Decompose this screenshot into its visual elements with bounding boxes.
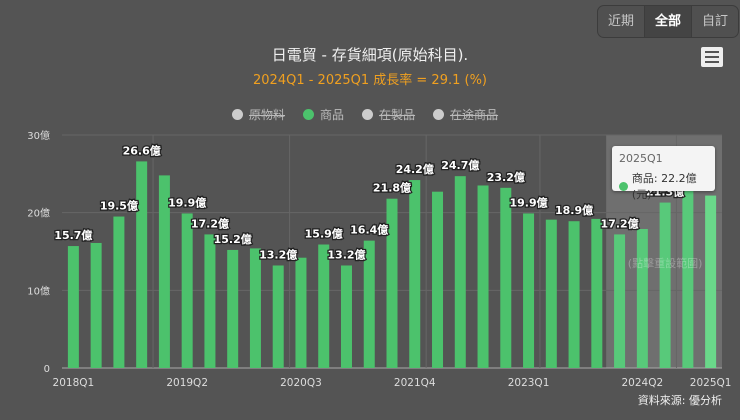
bar-2024Q4 [682,189,694,368]
data-label: 17.2億 [191,216,229,230]
data-label: 18.9億 [555,203,593,217]
legend-label: 在製品 [379,108,416,122]
bar-2020Q4 [318,244,330,368]
legend-item[interactable]: 在製品 [362,106,415,123]
data-label: 13.2億 [327,247,365,261]
bar-2019Q3 [204,234,216,368]
legend-item[interactable]: 原物料 [232,106,285,123]
series-dot-icon [619,181,628,191]
bar-2018Q3 [113,216,125,368]
data-label: 19.9億 [509,195,547,209]
x-tick-label: 2021Q4 [394,377,436,389]
legend-label: 商品 [320,108,345,122]
legend-dot-icon [362,109,374,120]
y-tick-label: 0 [44,364,50,375]
chart-title: 日電貿 - 存貨細項(原始科目). [271,46,469,64]
x-tick-label: 2019Q2 [166,377,208,389]
legend: 原物料 商品 在製品 在途商品 [232,106,498,123]
legend-dot-icon [303,109,315,120]
bar-2019Q2 [181,213,193,368]
range-selector: 近期 全部 自訂 [597,5,740,38]
legend-label: 原物料 [249,108,286,122]
data-label: 16.4億 [350,223,388,237]
x-tick-label: 2018Q1 [53,377,95,389]
bar-2022Q3 [477,185,489,368]
data-label: 15.2億 [214,232,252,246]
data-label: 26.6億 [123,143,161,157]
data-label: 19.5億 [100,199,138,213]
bar-2018Q4 [136,161,148,368]
bar-2023Q3 [568,221,580,368]
bar-2021Q2 [363,240,375,368]
bar-2018Q2 [90,242,102,368]
legend-item[interactable]: 在途商品 [433,106,498,123]
data-label: 19.9億 [168,195,206,209]
data-label: 17.2億 [601,216,639,230]
x-tick-label: 2025Q1 [690,377,732,389]
data-label: 15.9億 [305,227,343,241]
legend-dot-icon [232,109,243,120]
bar-2024Q1 [614,234,626,368]
y-tick-label: 20億 [27,207,50,220]
bar-2020Q2 [272,265,284,368]
chart-subtitle: 2024Q1 - 2025Q1 成長率 = 29.1 (%) [253,73,487,88]
bar-2020Q3 [295,257,307,368]
y-tick-label: 30億 [27,129,50,142]
x-tick-label: 2024Q2 [622,377,664,389]
range-custom-button[interactable]: 自訂 [702,14,729,29]
legend-item[interactable]: 商品 [303,106,344,123]
data-label: 23.2億 [487,170,525,184]
bar-2020Q1 [249,248,261,368]
x-tick-label: 2023Q1 [508,377,550,389]
bar-2022Q2 [454,176,466,368]
legend-label: 在途商品 [450,108,499,122]
bar-2024Q2 [636,228,648,368]
bar-2022Q1 [432,191,444,368]
tooltip-category: 2025Q1 [619,152,663,165]
range-recent-button[interactable]: 近期 [598,6,646,37]
reset-range-hint: (點擊重設範圍) [628,256,703,270]
data-label: 15.7億 [54,228,92,242]
bar-2023Q2 [545,219,557,368]
bar-2018Q1 [67,246,79,368]
bar-2019Q4 [227,249,239,368]
bar-2024Q3 [659,202,671,368]
data-label: 24.2億 [396,162,434,176]
y-tick-label: 10億 [27,284,50,297]
bar-2019Q1 [158,175,170,368]
bar-2023Q1 [523,213,535,368]
data-label: 24.7億 [441,158,479,172]
bar-2021Q3 [386,198,398,368]
data-label: 21.8億 [373,181,411,195]
tooltip-value: 商品: 22.2億(元) [631,172,697,201]
legend-dot-icon [433,109,445,120]
range-all-button[interactable]: 全部 [645,6,693,37]
tooltip: 2025Q1 商品: 22.2億(元) [612,146,715,201]
hamburger-menu-icon[interactable] [701,47,723,67]
bar-2021Q4 [409,180,421,368]
bar-2023Q4 [591,218,603,368]
data-label: 13.2億 [259,247,297,261]
bar-2025Q1 [705,195,717,368]
bar-2021Q1 [340,265,352,368]
x-tick-label: 2020Q3 [280,377,322,389]
data-source: 資料來源: 優分析 [637,394,722,407]
bar-2022Q4 [500,187,512,368]
